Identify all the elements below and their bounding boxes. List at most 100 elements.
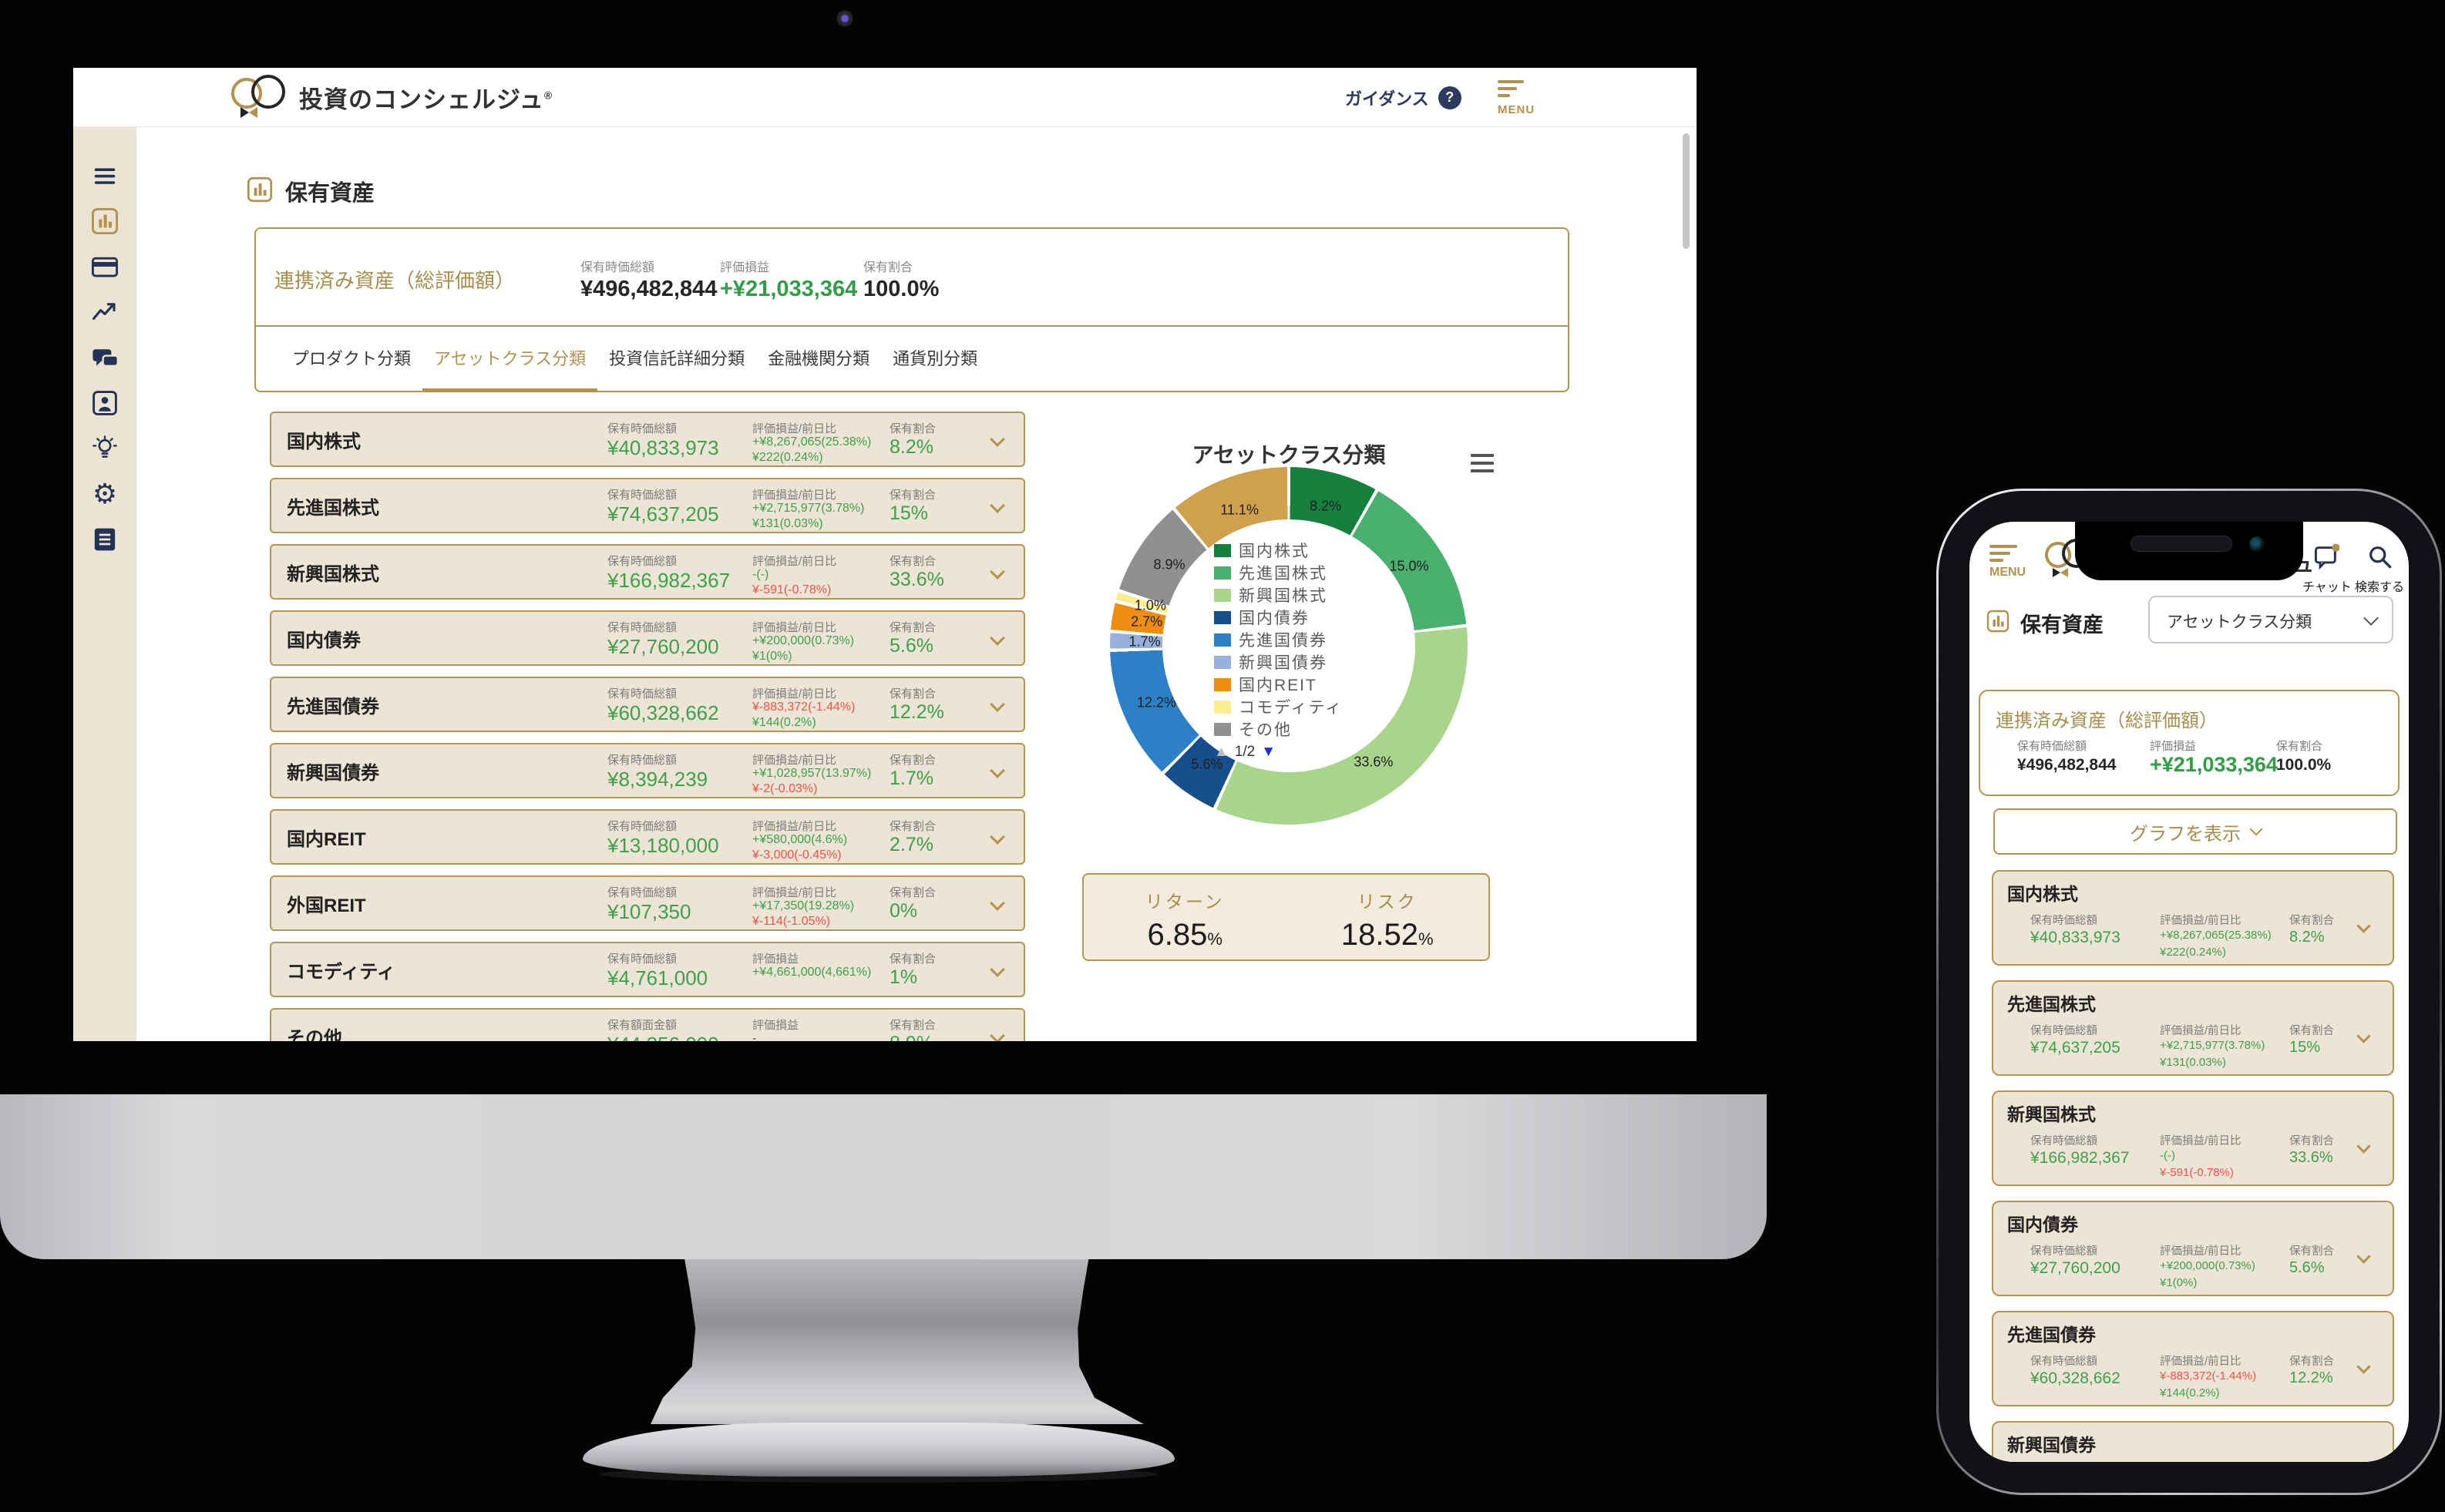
phone-asset-card[interactable]: 国内株式 保有時価総額 ¥40,833,973 評価損益/前日比 +¥8,267,065… (1992, 870, 2394, 966)
asset-gain-daily: ¥222(0.24%) (2160, 946, 2226, 959)
chevron-down-icon[interactable] (990, 432, 1005, 447)
asset-amount: ¥60,328,662 (2030, 1369, 2120, 1387)
chevron-down-icon[interactable] (990, 829, 1005, 845)
legend-swatch (1214, 633, 1231, 647)
sidebar-item-credit-card[interactable] (90, 252, 119, 281)
asset-gain: -(-) (2160, 1149, 2175, 1162)
phone-asset-card[interactable]: 先進国株式 保有時価総額 ¥74,637,205 評価損益/前日比 +¥2,715,97… (1992, 980, 2394, 1076)
sidebar-item-lightbulb[interactable] (90, 434, 119, 463)
tab-1[interactable]: プロダクト分類 (292, 349, 412, 368)
asset-ratio: 12.2% (890, 701, 944, 723)
asset-ratio: 8.9% (890, 1033, 933, 1041)
slice-percent-label: 5.6% (1191, 756, 1223, 772)
asset-ratio: 15% (890, 502, 929, 524)
asset-amount: ¥27,760,200 (607, 635, 719, 658)
asset-row[interactable]: 先進国債券 保有時価総額 ¥60,328,662 評価損益/前日比 ¥-883,372(… (270, 677, 1025, 732)
sidebar: ⚙ (73, 127, 136, 1041)
asset-gain: +¥8,267,065(25.38%) (2160, 929, 2272, 942)
sidebar-item-menu[interactable] (90, 161, 119, 190)
category-select-value: アセットクラス分類 (2167, 613, 2312, 631)
tab-2-active[interactable]: アセットクラス分類 (422, 327, 598, 392)
asset-gain-daily: ¥144(0.2%) (752, 716, 816, 729)
tab-5[interactable]: 通貨別分類 (893, 349, 978, 368)
sidebar-item-chat[interactable] (90, 343, 119, 372)
sidebar-item-bar-chart-active[interactable] (90, 207, 119, 236)
question-icon[interactable]: ? (1438, 86, 1461, 109)
chevron-down-icon[interactable] (990, 962, 1005, 977)
summary-title: 連携済み資産（総評価額） (274, 269, 516, 292)
chevron-down-icon[interactable] (990, 697, 1005, 712)
chevron-down-icon[interactable] (2356, 1249, 2371, 1264)
chevron-down-icon[interactable] (990, 763, 1005, 778)
asset-row[interactable]: 国内REIT 保有時価総額 ¥13,180,000 評価損益/前日比 +¥580,000… (270, 809, 1025, 865)
linked-assets-summary: 連携済み資産（総評価額） 保有時価総額 ¥496,482,844 評価損益 +¥… (256, 229, 1568, 327)
legend-label: 新興国債券 (1239, 654, 1327, 672)
asset-gain: - (752, 1032, 757, 1041)
asset-amount: ¥74,637,205 (607, 502, 719, 526)
asset-name: 国内債券 (287, 630, 361, 651)
phone-asset-card[interactable]: 新興国債券保有時価総額¥8,394,239評価損益/前日比+¥1,028,957… (1992, 1421, 2394, 1462)
tab-4[interactable]: 金融機関分類 (768, 349, 870, 368)
category-select[interactable]: アセットクラス分類 (2148, 596, 2393, 643)
asset-gain-daily: ¥131(0.03%) (752, 517, 823, 530)
tab-3[interactable]: 投資信託詳細分類 (609, 349, 745, 368)
legend-swatch (1214, 722, 1231, 736)
asset-row[interactable]: 新興国株式 保有時価総額 ¥166,982,367 評価損益/前日比 -(-) ¥-591… (270, 544, 1025, 600)
return-metric: リターン 6.85% (1145, 892, 1225, 952)
sidebar-item-trend-chart[interactable] (90, 297, 119, 327)
chevron-down-icon[interactable] (990, 895, 1005, 911)
page-title: 保有資産 (247, 175, 375, 207)
phone-asset-card[interactable]: 新興国株式 保有時価総額 ¥166,982,367 評価損益/前日比 -(-) ¥-591… (1992, 1090, 2394, 1186)
slice-percent-label: 8.2% (1310, 498, 1342, 514)
legend-page-down-icon[interactable]: ▼ (1261, 744, 1276, 760)
app-logo[interactable]: 投資のコンシェルジュ® (231, 75, 553, 119)
sidebar-item-profile-card[interactable] (90, 388, 119, 418)
asset-row[interactable]: 外国REIT 保有時価総額 ¥107,350 評価損益/前日比 +¥17,350(19.… (270, 875, 1025, 931)
legend-item: 国内債券 (1214, 609, 1343, 627)
sidebar-item-document[interactable] (90, 525, 119, 554)
asset-gain: ¥-883,372(-1.44%) (752, 701, 856, 714)
legend-label: コモディティ (1239, 699, 1344, 717)
asset-row[interactable]: 先進国株式 保有時価総額 ¥74,637,205 評価損益/前日比 +¥2,715,97… (270, 478, 1025, 533)
asset-gain: +¥2,715,977(3.78%) (752, 502, 865, 515)
chevron-down-icon[interactable] (990, 630, 1005, 646)
chevron-down-icon[interactable] (2356, 1029, 2371, 1043)
asset-gain-daily: ¥1(0%) (752, 650, 792, 663)
chevron-down-icon[interactable] (2356, 1139, 2371, 1154)
phone-menu-button[interactable]: MENU (1989, 545, 2026, 580)
legend-page-up-icon[interactable]: ▲ (1214, 744, 1229, 760)
asset-ratio: 33.6% (890, 569, 944, 590)
asset-gain-daily: ¥-114(-1.05%) (752, 915, 831, 928)
guidance-link[interactable]: ガイダンス ? (1345, 68, 1461, 127)
asset-gain-daily: ¥-591(-0.78%) (2160, 1166, 2234, 1179)
asset-row[interactable]: コモディティ 保有時価総額 ¥4,761,000 評価損益 +¥4,661,000(4,… (270, 942, 1025, 997)
asset-name: 国内株式 (2007, 884, 2078, 904)
asset-name: 新興国債券 (287, 762, 379, 784)
chart-menu-icon[interactable] (1471, 454, 1494, 472)
legend-item: 先進国債券 (1214, 631, 1343, 650)
chevron-down-icon[interactable] (2356, 1359, 2371, 1374)
asset-name: 先進国債券 (287, 696, 379, 717)
phone-asset-card[interactable]: 国内債券 保有時価総額 ¥27,760,200 評価損益/前日比 +¥200,000(0… (1992, 1201, 2394, 1296)
scrollbar-thumb[interactable] (1683, 133, 1690, 249)
phone-chat-button[interactable]: チャット (2302, 543, 2352, 595)
chevron-down-icon[interactable] (2356, 919, 2371, 933)
chevron-down-icon[interactable] (990, 564, 1005, 580)
menu-button[interactable]: MENU (1498, 80, 1535, 116)
chevron-down-icon[interactable] (990, 498, 1005, 513)
asset-row[interactable]: 新興国債券 保有時価総額 ¥8,394,239 評価損益/前日比 +¥1,028,957… (270, 743, 1025, 798)
phone-asset-card[interactable]: 先進国債券 保有時価総額 ¥60,328,662 評価損益/前日比 ¥-883,372(… (1992, 1311, 2394, 1406)
legend-swatch (1214, 655, 1231, 669)
asset-row[interactable]: 国内債券 保有時価総額 ¥27,760,200 評価損益/前日比 +¥200,000(0… (270, 610, 1025, 666)
asset-row[interactable]: 国内株式 保有時価総額 ¥40,833,973 評価損益/前日比 +¥8,267,065… (270, 412, 1025, 467)
phone-search-button[interactable]: 検索する (2355, 543, 2404, 595)
asset-class-donut-chart: 8.2% 15.0% 33.6% 5.6% 12.2% 1.7% 2.7% 1.0% 8.9% 1… (1110, 467, 1468, 825)
show-graph-button[interactable]: グラフを表示 (1993, 808, 2397, 855)
legend-swatch (1214, 677, 1231, 691)
return-risk-card: リターン 6.85% リスク 18.52% (1082, 873, 1490, 961)
asset-name: 新興国株式 (287, 563, 379, 585)
chevron-down-icon[interactable] (990, 1028, 1005, 1041)
sidebar-item-gear[interactable]: ⚙ (92, 478, 118, 509)
asset-name: その他 (287, 1027, 342, 1042)
